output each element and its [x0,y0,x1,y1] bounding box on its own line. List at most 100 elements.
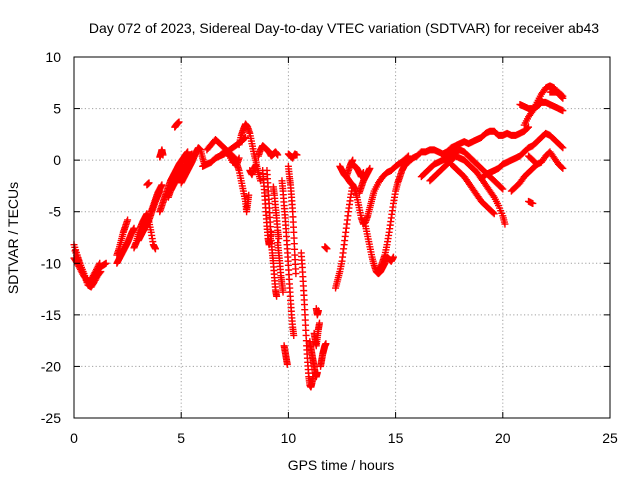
series-m [171,118,183,131]
series-c [71,247,105,291]
data-point [159,151,167,159]
x-tick-label: 20 [495,430,511,446]
series-ag [317,340,330,370]
y-tick-label: 10 [45,49,61,65]
data-points [70,82,567,391]
data-point [489,192,497,200]
data-point [501,220,509,228]
data-point [559,144,567,152]
x-tick-label: 0 [70,430,78,446]
data-point [322,340,330,348]
data-point [558,143,566,151]
series-av [507,160,541,195]
series-ba [546,88,567,100]
data-point [389,253,397,261]
series-d [113,224,138,267]
data-point [158,181,166,189]
series-aj [332,181,357,292]
data-point [275,235,283,243]
data-point [90,278,98,286]
data-point [525,123,533,131]
series-au [477,129,567,183]
series-at [447,160,498,218]
x-tick-label: 5 [177,430,185,446]
data-point [145,179,153,187]
data-point [97,268,105,276]
chart-title: Day 072 of 2023, Sidereal Day-to-day VTE… [89,20,599,36]
data-point [315,319,323,327]
data-point [96,259,104,267]
data-point [293,151,301,159]
data-point [93,265,101,273]
x-tick-labels: 0 5 10 15 20 25 [70,430,618,446]
data-point [498,184,506,192]
series-an [349,160,367,181]
y-tick-label: -25 [41,410,61,426]
y-tick-label: 0 [53,152,61,168]
x-axis-label: GPS time / hours [288,457,395,473]
y-axis-label: SDTVAR / TECUs [5,182,21,294]
data-point [184,148,192,156]
data-point [403,153,411,161]
series-aa [280,342,291,368]
x-tick-label: 10 [281,430,297,446]
x-tick-label: 15 [388,430,404,446]
data-point [175,118,183,126]
series-x [269,183,283,243]
data-point [404,152,412,160]
y-tick-label: -5 [49,204,62,220]
series-ai [321,243,331,253]
data-point [273,292,281,300]
data-point [94,262,102,270]
series-z [278,177,298,339]
data-point [366,164,374,172]
series-u [254,142,282,160]
data-point [499,185,507,193]
data-point [559,164,567,172]
y-tick-label: 5 [53,101,61,117]
series-ap [374,159,410,273]
plot-frame [73,56,611,419]
data-point [558,163,566,171]
data-point [359,169,367,177]
data-point [523,124,531,132]
data-point [124,216,132,224]
data-point [529,199,537,207]
series-l [156,146,167,161]
data-point [290,331,298,339]
series-e [113,216,132,259]
data-point [95,261,103,269]
data-point [489,209,497,217]
data-point [283,360,291,368]
data-point [490,210,498,218]
data-point [558,91,566,99]
data-point [559,107,567,115]
data-point [92,275,100,283]
data-point [313,369,321,377]
data-point [279,288,287,296]
series-aw [525,197,537,207]
data-point [240,134,248,142]
data-point [235,154,243,162]
y-tick-label: -20 [41,358,61,374]
series-w [263,166,281,300]
data-point [102,259,110,267]
data-point [292,270,300,278]
series-ad [297,249,317,391]
series-al [342,152,412,228]
y-tick-labels: -25 -20 -15 -10 -5 0 5 10 [41,49,61,426]
series-ar [426,152,509,228]
series-ac [284,150,301,162]
data-point [559,92,567,100]
x-tick-label: 25 [602,430,618,446]
series-af [310,319,323,350]
y-tick-label: -10 [41,255,61,271]
series-h [147,181,166,216]
series-ae [306,338,321,381]
series-n [177,144,209,187]
series-s [233,160,253,216]
series-ay [516,98,567,115]
series-y [274,239,287,296]
data-point [245,191,253,199]
